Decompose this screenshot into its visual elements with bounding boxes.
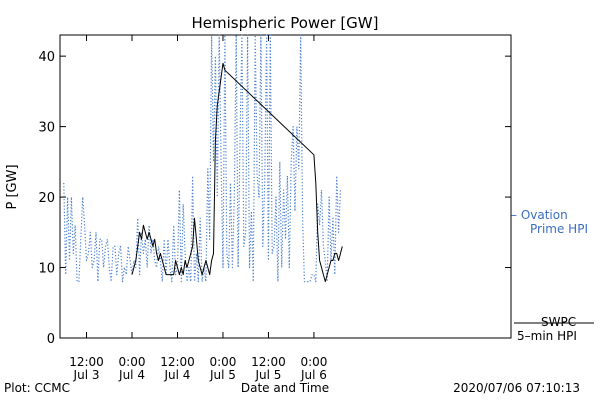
x-tick-day-5: Jul 6 [300,368,327,382]
x-tick-day-3: Jul 5 [209,368,236,382]
legend-ovation-line1: – Ovation [511,208,568,222]
x-tick-time-2: 12:00 [160,355,195,369]
y-tick-label-3: 30 [38,121,55,136]
legend-swpc-line1: SWPC [541,315,576,329]
footer-timestamp: 2020/07/06 07:10:13 [453,381,580,395]
series-line-swpc-hpi [131,62,343,283]
footer-credit: Plot: CCMC [4,381,70,395]
x-axis-label: Date and Time [241,381,329,395]
x-tick-time-4: 12:00 [251,355,286,369]
y-axis: 0 10 20 30 40 [38,50,511,347]
chart-title: Hemispheric Power [GW] [192,14,379,32]
legend-swpc-line2: 5–min HPI [517,329,577,343]
x-tick-time-1: 0:00 [119,355,146,369]
x-tick-day-0: Jul 3 [73,368,100,382]
x-tick-time-5: 0:00 [300,355,327,369]
x-tick-day-1: Jul 4 [118,368,145,382]
x-tick-time-3: 0:00 [209,355,236,369]
y-axis-label: P [GW] [5,164,20,209]
y-tick-label-4: 40 [38,50,55,65]
series-line-ovation-prime-hpi [63,34,342,283]
y-tick-label-1: 10 [38,262,55,277]
y-tick-label-2: 20 [38,191,55,206]
legend-ovation-line2: Prime HPI [530,222,588,236]
x-tick-time-0: 12:00 [69,355,104,369]
x-tick-day-4: Jul 5 [254,368,281,382]
y-tick-label-0: 0 [47,332,55,347]
series-layer [63,34,343,283]
x-tick-day-2: Jul 4 [164,368,191,382]
plot-frame [59,34,512,339]
